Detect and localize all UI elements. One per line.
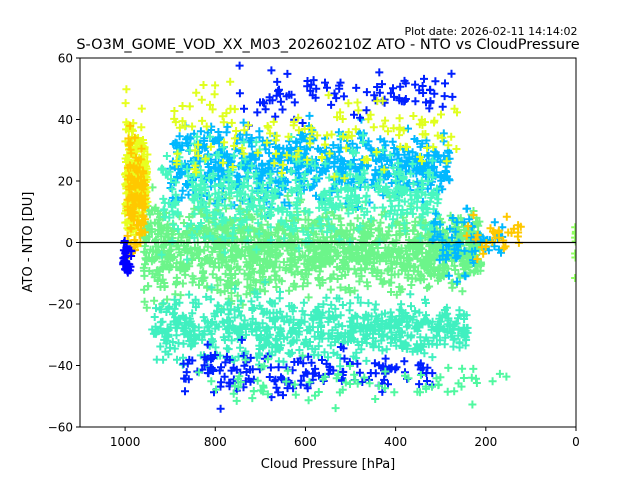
x-tick-label: 800 [204, 435, 227, 449]
scatter-marker-set [235, 61, 457, 130]
point-cloud-upper-mixed [157, 131, 443, 264]
scatter-marker-set [170, 77, 461, 183]
scatter-marker-set [157, 131, 443, 264]
scatter-marker-set [139, 179, 486, 313]
y-axis-ticks: −60 −40 −20 0 20 40 60 [48, 52, 80, 435]
x-tick-label: 1000 [110, 435, 141, 449]
point-cloud-dense-core [139, 179, 486, 313]
point-cloud-sparse-outliers [194, 351, 511, 413]
point-cloud-blue-left-edge [119, 237, 136, 277]
chart-title: S-O3M_GOME_VOD_XX_M03_20260210Z ATO - NT… [76, 37, 579, 53]
y-tick-label: 0 [65, 236, 73, 250]
y-tick-label: −60 [48, 421, 73, 435]
x-tick-label: 600 [294, 435, 317, 449]
scatter-marker-set [119, 237, 136, 277]
x-tick-label: 0 [572, 435, 580, 449]
y-axis-label: ATO - NTO [DU] [21, 192, 36, 293]
y-tick-label: −40 [48, 359, 73, 373]
y-tick-label: −20 [48, 298, 73, 312]
plot-date-label: Plot date: 2026-02-11 14:14:02 [404, 25, 577, 38]
y-tick-label: 60 [58, 52, 73, 66]
scatter-marker-set [194, 351, 511, 413]
x-axis-ticks: 1000 800 600 400 200 0 [110, 427, 580, 449]
point-cloud-deep-blue-upper [235, 61, 457, 130]
x-axis-label: Cloud Pressure [hPa] [261, 457, 396, 472]
y-tick-label: 40 [58, 113, 73, 127]
point-cloud-yellow-scattered [170, 77, 461, 183]
y-tick-label: 20 [58, 175, 73, 189]
x-tick-label: 200 [474, 435, 497, 449]
x-tick-label: 400 [384, 435, 407, 449]
